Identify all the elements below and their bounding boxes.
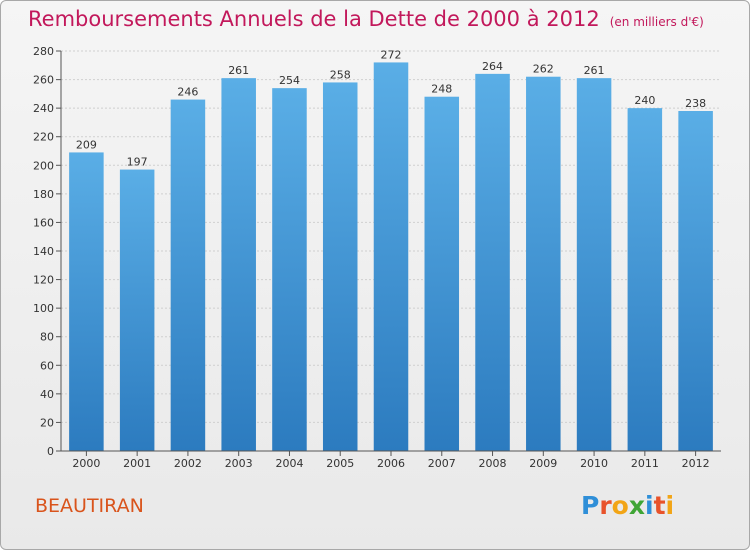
y-tick-label: 0 xyxy=(47,445,54,458)
bar[interactable] xyxy=(272,88,307,452)
x-tick-label: 2008 xyxy=(479,457,507,470)
y-tick-label: 180 xyxy=(33,188,54,201)
x-tick-label: 2012 xyxy=(682,457,710,470)
x-tick-label: 2009 xyxy=(529,457,557,470)
bar-value-label: 248 xyxy=(431,83,452,96)
y-tick-label: 260 xyxy=(33,74,54,87)
y-tick-label: 80 xyxy=(40,331,54,344)
y-tick-label: 20 xyxy=(40,416,54,429)
commune-name: BEAUTIRAN xyxy=(35,495,144,517)
x-tick-label: 2006 xyxy=(377,457,405,470)
bar[interactable] xyxy=(373,62,409,452)
bar[interactable] xyxy=(69,152,104,451)
chart-title-text: Remboursements Annuels de la Dette de 20… xyxy=(28,7,600,31)
x-tick-label: 2005 xyxy=(326,457,354,470)
bar[interactable] xyxy=(526,76,561,451)
bar-value-label: 197 xyxy=(127,156,148,169)
y-tick-label: 140 xyxy=(33,245,54,258)
x-tick-label: 2004 xyxy=(275,457,303,470)
bar[interactable] xyxy=(119,169,155,452)
bar-value-label: 261 xyxy=(584,64,605,77)
bar-value-label: 264 xyxy=(482,60,503,73)
bar-value-label: 272 xyxy=(381,48,402,61)
bar[interactable] xyxy=(221,78,256,452)
bar[interactable] xyxy=(170,99,206,452)
y-tick-label: 100 xyxy=(33,302,54,315)
bar-value-label: 240 xyxy=(634,94,655,107)
bar-value-label: 238 xyxy=(685,97,706,110)
data-labels: 209 197 246 261 254 258 272 248 264 262 261 240 238 xyxy=(76,48,706,168)
y-tick-label: 220 xyxy=(33,131,54,144)
y-tick-label: 240 xyxy=(33,102,54,115)
chart-title: Remboursements Annuels de la Dette de 20… xyxy=(28,7,704,31)
bar-value-label: 262 xyxy=(533,63,554,76)
x-tick-label: 2007 xyxy=(428,457,456,470)
y-tick-label: 60 xyxy=(40,359,54,372)
y-tick-label: 160 xyxy=(33,216,54,229)
bar-group xyxy=(69,62,713,452)
bar[interactable] xyxy=(576,78,612,452)
bar[interactable] xyxy=(678,111,713,451)
y-tick-label: 120 xyxy=(33,274,54,287)
proxiti-logo[interactable]: Proxiti xyxy=(581,491,675,520)
bar[interactable] xyxy=(475,73,510,451)
bar-value-label: 254 xyxy=(279,74,300,87)
bar-value-label: 258 xyxy=(330,68,351,81)
bar[interactable] xyxy=(322,82,358,451)
x-tick-label: 2011 xyxy=(631,457,659,470)
x-tick-label: 2001 xyxy=(123,457,151,470)
chart-unit-label: (en milliers d'€) xyxy=(609,15,704,29)
y-tick-label: 200 xyxy=(33,159,54,172)
bar[interactable] xyxy=(627,108,663,452)
y-tick-label: 280 xyxy=(33,45,54,58)
y-tick-label: 40 xyxy=(40,388,54,401)
x-tick-label: 2003 xyxy=(225,457,253,470)
x-tick-label: 2002 xyxy=(174,457,202,470)
bar[interactable] xyxy=(424,96,460,451)
bar-value-label: 209 xyxy=(76,138,97,151)
axes: 0 20 40 60 80 100 120 140 160 180 200 220 240 260 280 2… xyxy=(33,45,721,470)
bar-value-label: 261 xyxy=(228,64,249,77)
x-tick-label: 2000 xyxy=(72,457,100,470)
x-tick-label: 2010 xyxy=(580,457,608,470)
bar-value-label: 246 xyxy=(177,86,198,99)
